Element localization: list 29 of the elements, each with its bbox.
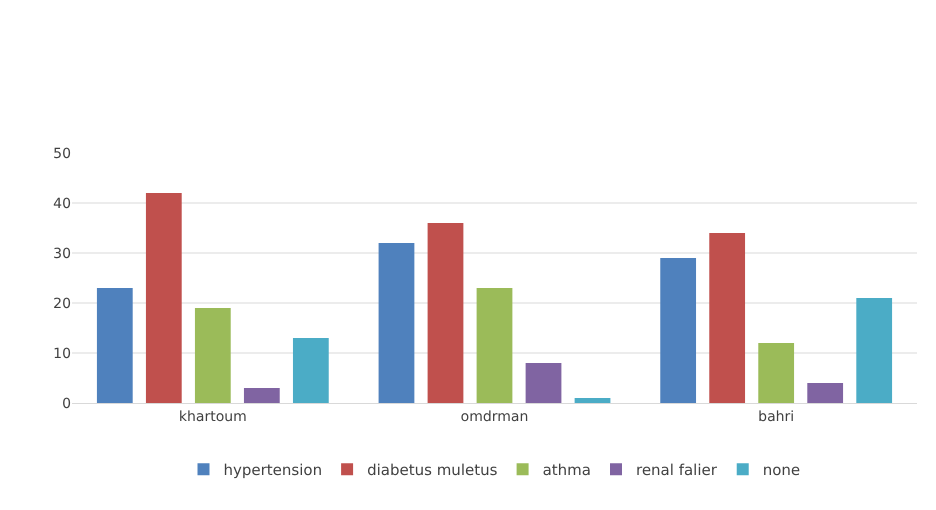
y-tick-label: 10 <box>53 346 71 362</box>
x-tick-label: omdrman <box>460 408 528 425</box>
bar <box>807 383 844 403</box>
y-tick-label: 40 <box>53 196 71 212</box>
bar <box>526 363 562 403</box>
legend-label: hypertension <box>224 461 322 480</box>
legend-label: renal falier <box>636 461 718 480</box>
bar <box>856 298 892 403</box>
bar <box>292 338 329 403</box>
legend-label: none <box>762 461 800 480</box>
y-tick-label: 0 <box>62 396 71 412</box>
legend-label: diabetus muletus <box>367 461 498 480</box>
bar <box>96 288 133 403</box>
bar <box>194 308 231 403</box>
bar <box>660 258 696 403</box>
y-tick-label: 30 <box>53 246 71 262</box>
bar <box>378 243 414 403</box>
x-tick-label: khartoum <box>178 408 247 425</box>
y-tick-label: 50 <box>53 146 71 162</box>
bar <box>476 288 512 403</box>
bar <box>244 388 280 403</box>
x-tick-label: bahri <box>758 408 794 425</box>
bar <box>146 193 182 403</box>
legend-label: athma <box>542 461 591 480</box>
bar <box>428 223 464 403</box>
bar <box>574 398 610 403</box>
y-tick-label: 20 <box>53 296 71 312</box>
bar <box>758 343 794 403</box>
bar <box>709 233 746 403</box>
